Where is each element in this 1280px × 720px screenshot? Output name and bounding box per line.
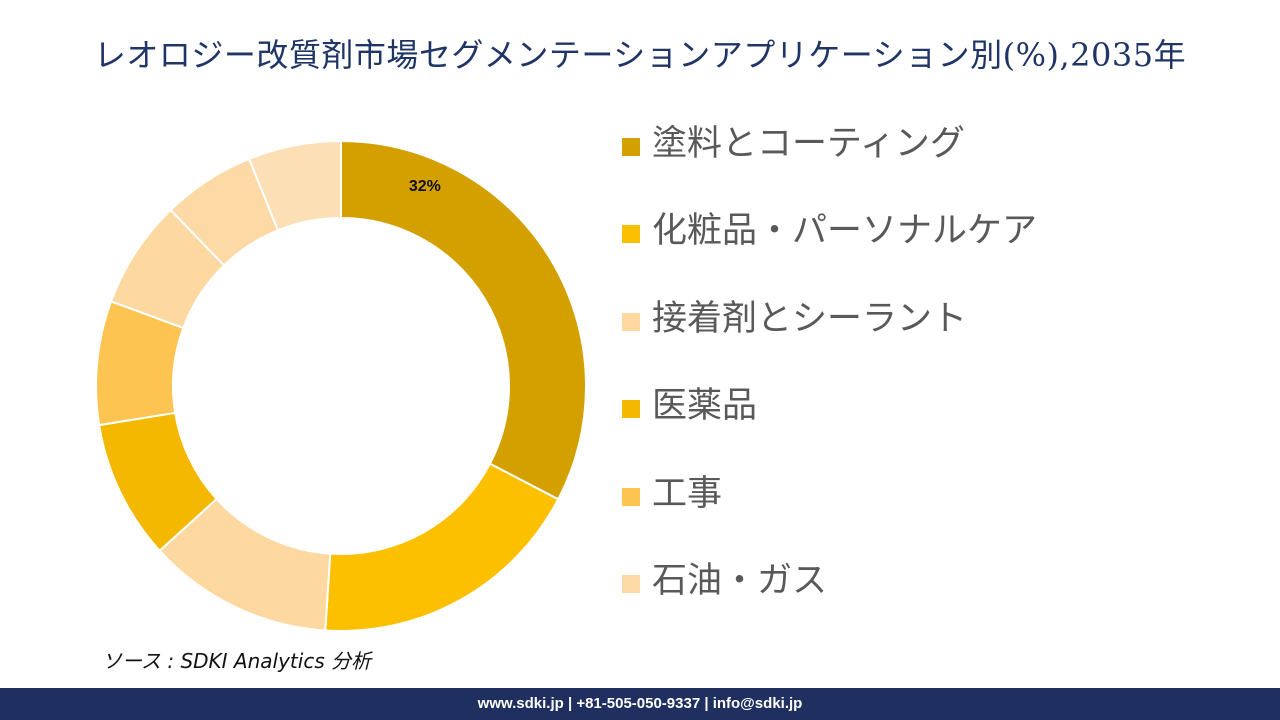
donut-slice-塗料とコーティング: [340, 139, 587, 501]
legend-item: 接着剤とシーラント: [622, 293, 1242, 380]
source-note: ソース : SDKI Analytics 分析: [102, 649, 372, 673]
legend-label: 化粧品・パーソナルケア: [652, 211, 1038, 252]
legend-item: 塗料とコーティング: [622, 118, 1242, 205]
chart-title: レオロジー改質剤市場セグメンテーションアプリケーション別(%),2035年: [93, 36, 1187, 74]
legend-label: 接着剤とシーラント: [652, 298, 968, 339]
legend-item: 医薬品: [622, 380, 1242, 467]
legend-label: 塗料とコーティング: [652, 124, 965, 164]
legend-swatch: [622, 487, 640, 506]
donut-slice-接着剤とシーラント: [247, 139, 342, 232]
legend-swatch: [622, 312, 640, 331]
donut-chart: 32%: [95, 139, 587, 632]
legend-swatch: [622, 225, 640, 244]
legend-label: 石油・ガス: [652, 560, 828, 601]
footer-contact: www.sdki.jp | +81-505-050-9337 | info@sd…: [0, 688, 1280, 720]
legend-label: 工事: [652, 473, 723, 514]
legend-item: 石油・ガス: [622, 555, 1242, 642]
legend-item: 化粧品・パーソナルケア: [622, 205, 1242, 292]
chart-legend: 塗料とコーティング化粧品・パーソナルケア 接着剤とシーラント 医薬品工事石油・ガス: [622, 118, 1242, 642]
legend-label: 医薬品: [652, 386, 758, 427]
legend-item: 工事: [622, 468, 1242, 555]
legend-swatch: [622, 574, 640, 593]
donut-slice-化粧品・パーソナルケア: [324, 462, 560, 632]
slice-data-label: 32%: [409, 178, 441, 195]
legend-swatch: [622, 138, 640, 156]
legend-swatch: [622, 400, 640, 419]
